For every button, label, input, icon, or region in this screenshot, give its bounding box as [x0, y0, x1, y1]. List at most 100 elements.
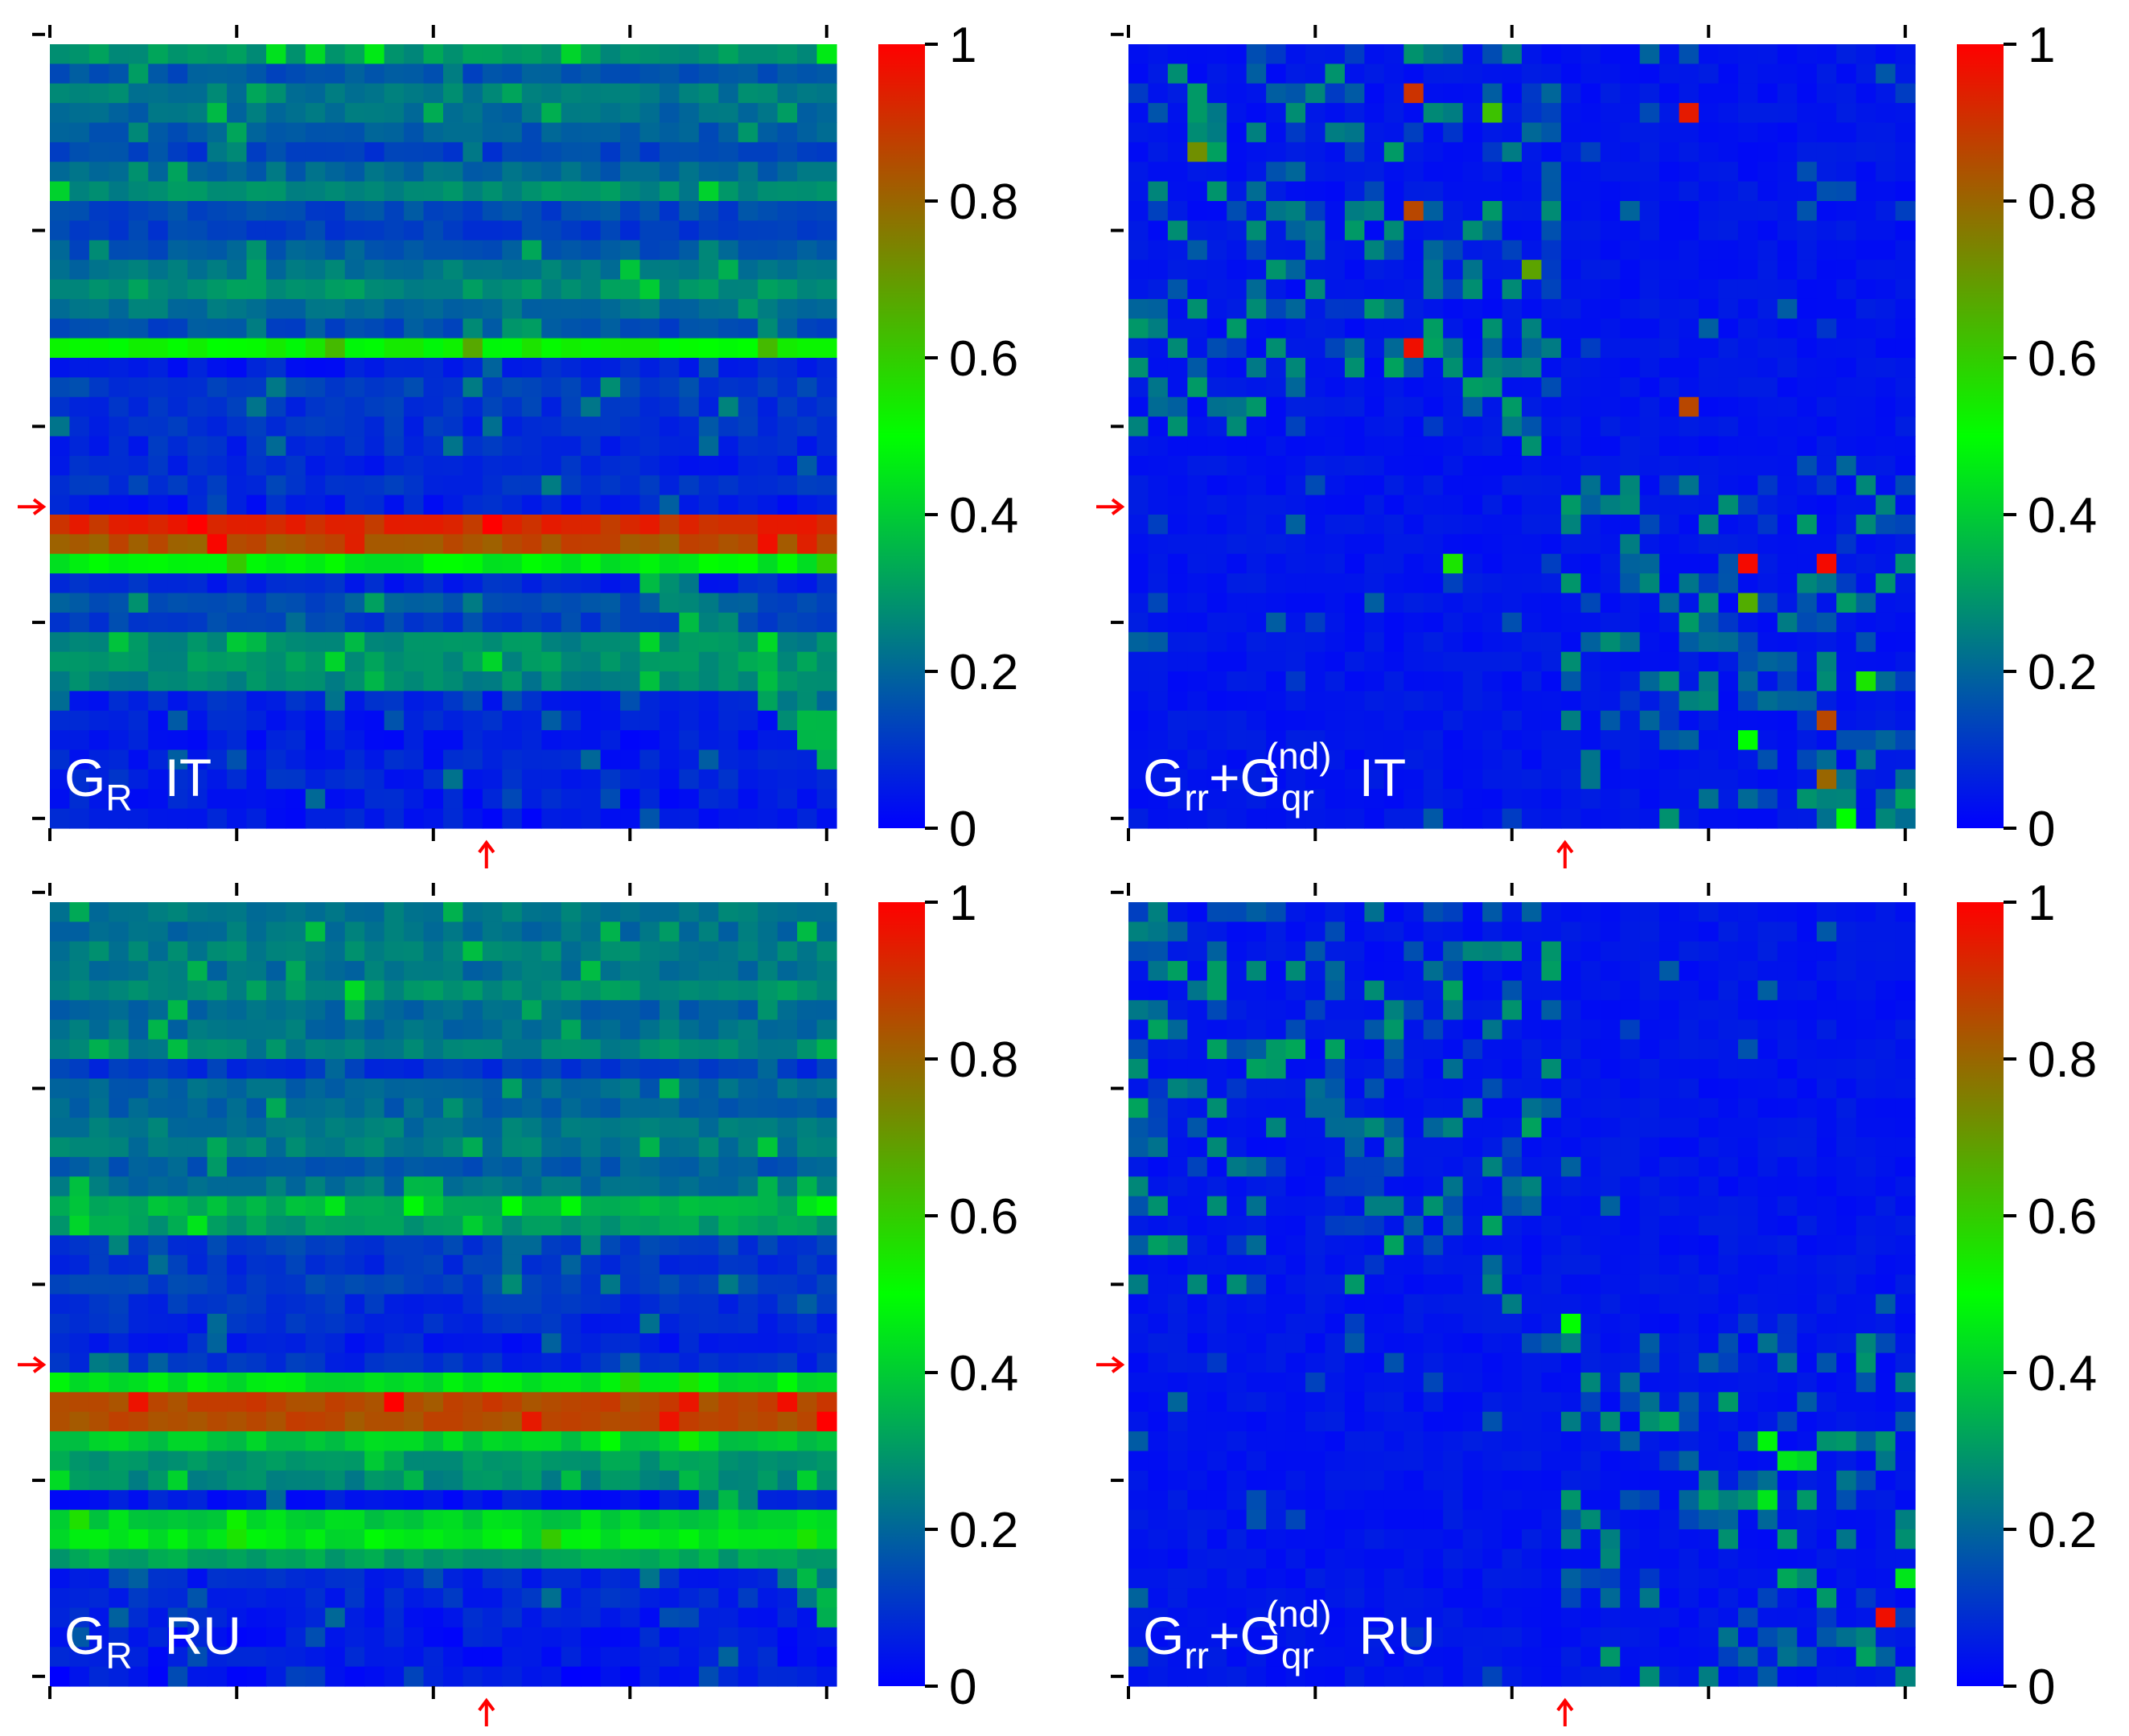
heatmap-cell: [1482, 298, 1503, 319]
heatmap-cell: [1580, 318, 1601, 339]
heatmap-cell: [227, 730, 248, 751]
heatmap-cell: [581, 44, 602, 64]
heatmap-cell: [777, 181, 798, 202]
heatmap-cell: [1443, 103, 1464, 124]
heatmap-cell: [698, 122, 719, 143]
heatmap-cell: [561, 789, 582, 810]
heatmap-cell: [620, 1352, 641, 1373]
heatmap-cell: [718, 220, 739, 241]
heatmap-cell: [384, 318, 405, 339]
heatmap-cell: [1443, 691, 1464, 712]
heatmap-cell: [109, 1254, 129, 1275]
heatmap-cell: [561, 573, 582, 594]
heatmap-cell: [384, 377, 405, 398]
heatmap-cell: [404, 240, 425, 261]
heatmap-cell: [1541, 789, 1562, 810]
heatmap-cell: [246, 1196, 267, 1217]
heatmap-cell: [1856, 573, 1876, 594]
heatmap-cell: [600, 1666, 621, 1687]
heatmap-cell: [265, 730, 286, 751]
heatmap-cell: [286, 593, 306, 614]
heatmap-cell: [364, 1059, 385, 1079]
heatmap-cell: [50, 921, 71, 942]
heatmap-cell: [384, 941, 405, 962]
heatmap-cell: [659, 1529, 680, 1549]
heatmap-cell: [1482, 396, 1503, 417]
heatmap-cell: [227, 1078, 248, 1099]
heatmap-cell: [325, 318, 346, 339]
heatmap-cell: [246, 1529, 267, 1549]
heatmap-cell: [1600, 651, 1621, 672]
heatmap-cell: [1167, 789, 1188, 810]
heatmap-cell: [325, 534, 346, 555]
heatmap-cell: [639, 181, 660, 202]
heatmap-cell: [462, 358, 483, 378]
heatmap-cell: [679, 1549, 700, 1570]
heatmap-cell: [797, 1254, 818, 1275]
heatmap-cell: [777, 553, 798, 574]
heatmap-cell: [384, 1666, 405, 1687]
heatmap-cell: [404, 1196, 425, 1217]
heatmap-cell: [1128, 417, 1149, 437]
heatmap-cell: [286, 377, 306, 398]
heatmap-cell: [541, 122, 562, 143]
heatmap-cell: [1600, 318, 1621, 339]
heatmap-cell: [167, 1509, 188, 1530]
heatmap-cell: [1816, 632, 1837, 653]
heatmap-cell: [581, 1216, 602, 1236]
heatmap-cell: [364, 220, 385, 241]
heatmap-cell: [1364, 534, 1385, 555]
heatmap-cell: [1856, 730, 1876, 751]
heatmap-cell: [679, 1098, 700, 1118]
heatmap-cell: [325, 553, 346, 574]
heatmap-cell: [738, 1352, 758, 1373]
heatmap-cell: [541, 1411, 562, 1432]
heatmap-cell: [227, 1039, 248, 1060]
heatmap-cell: [816, 1588, 837, 1609]
heatmap-cell: [1502, 573, 1523, 594]
heatmap-cell: [1482, 417, 1503, 437]
heatmap-cell: [1404, 671, 1424, 692]
heatmap-cell: [423, 1176, 444, 1197]
heatmap-cell: [443, 1020, 464, 1040]
heatmap-cell: [1600, 279, 1621, 300]
heatmap-cell: [561, 1118, 582, 1139]
heatmap-cell: [777, 358, 798, 378]
heatmap-cell: [620, 1098, 641, 1118]
heatmap-cell: [246, 1490, 267, 1511]
heatmap-cell: [246, 142, 267, 162]
heatmap-cell: [1659, 553, 1680, 574]
heatmap-cell: [227, 1196, 248, 1217]
heatmap-cell: [305, 64, 326, 84]
heatmap-cell: [404, 1020, 425, 1040]
heatmap-cell: [1679, 730, 1700, 751]
heatmap-cell: [1718, 436, 1739, 457]
heatmap-cell: [344, 1156, 365, 1177]
heatmap-cell: [88, 64, 109, 84]
heatmap-cell: [1560, 573, 1581, 594]
heatmap-cell: [50, 1666, 71, 1687]
heatmap-cell: [1404, 553, 1424, 574]
heatmap-cell: [482, 769, 503, 790]
heatmap-cell: [797, 961, 818, 982]
heatmap-cell: [227, 1647, 248, 1668]
heatmap-cell: [286, 475, 306, 496]
heatmap-cell: [718, 64, 739, 84]
heatmap-cell: [581, 941, 602, 962]
heatmap-cell: [109, 220, 129, 241]
heatmap-cell: [1502, 358, 1523, 378]
heatmap-cell: [305, 1254, 326, 1275]
heatmap-cell: [1462, 632, 1483, 653]
heatmap-cell: [521, 1313, 542, 1334]
heatmap-cell: [423, 201, 444, 221]
heatmap-cell: [344, 1274, 365, 1295]
heatmap-cell: [738, 358, 758, 378]
heatmap-cell: [1443, 162, 1464, 183]
heatmap-cell: [1797, 260, 1818, 281]
heatmap-cell: [207, 573, 228, 594]
heatmap-cell: [384, 455, 405, 476]
heatmap-cell: [659, 1411, 680, 1432]
heatmap-cell: [718, 298, 739, 319]
heatmap-cell: [541, 808, 562, 829]
heatmap-cell: [1856, 417, 1876, 437]
